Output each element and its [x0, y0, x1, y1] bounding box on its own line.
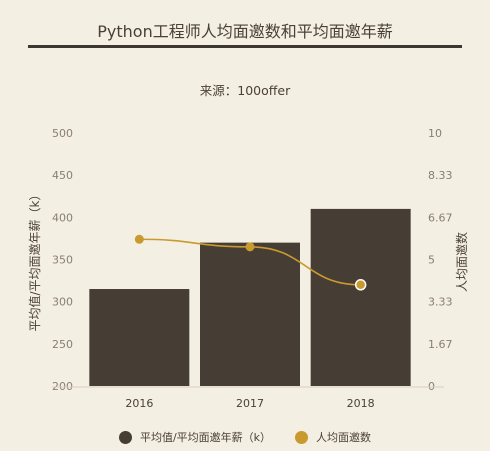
legend-item-line: 人均面邀数: [295, 429, 371, 445]
y-right-tick-label: 3.33: [428, 296, 453, 309]
y-right-tick-label: 5: [428, 254, 435, 267]
legend-swatch-line: [295, 430, 309, 444]
y-left-tick-label: 250: [52, 338, 73, 351]
x-tick-label: 2018: [347, 397, 375, 410]
bar: [200, 242, 300, 386]
chart-title: Python工程师人均面邀数和平均面邀年薪: [97, 22, 393, 41]
x-tick-label: 2017: [236, 397, 264, 410]
y-left-tick-label: 450: [52, 169, 73, 182]
bar: [310, 208, 411, 386]
x-tick-label: 2016: [125, 397, 153, 410]
y-left-tick-label: 400: [52, 211, 73, 224]
legend-swatch-bar: [118, 430, 132, 444]
line-point: [354, 279, 367, 291]
line-point: [134, 234, 144, 244]
y-right-tick-label: 8.33: [428, 169, 453, 182]
y-left-tick-label: 500: [52, 127, 73, 140]
y-left-tick-label: 300: [52, 296, 73, 309]
y-right-tick-label: 6.67: [428, 211, 453, 224]
legend-item-bar: 平均值/平均面邀年薪（k）: [118, 429, 272, 445]
y-left-axis-title: 平均值/平均面邀年薪（k）: [27, 189, 42, 332]
line-point: [245, 242, 255, 252]
y-right-tick-label: 10: [428, 127, 442, 140]
legend-label-bar: 平均值/平均面邀年薪（k）: [139, 431, 272, 444]
y-left-tick-label: 350: [52, 254, 73, 267]
y-right-axis-title: 人均面邀数: [454, 232, 469, 292]
legend: 平均值/平均面邀年薪（k） 人均面邀数: [0, 429, 490, 445]
bar: [89, 289, 190, 386]
title-rule: [28, 45, 462, 48]
legend-label-line: 人均面邀数: [316, 431, 372, 444]
y-right-tick-label: 1.67: [428, 338, 453, 351]
chart-subtitle: 来源：100offer: [199, 83, 291, 98]
